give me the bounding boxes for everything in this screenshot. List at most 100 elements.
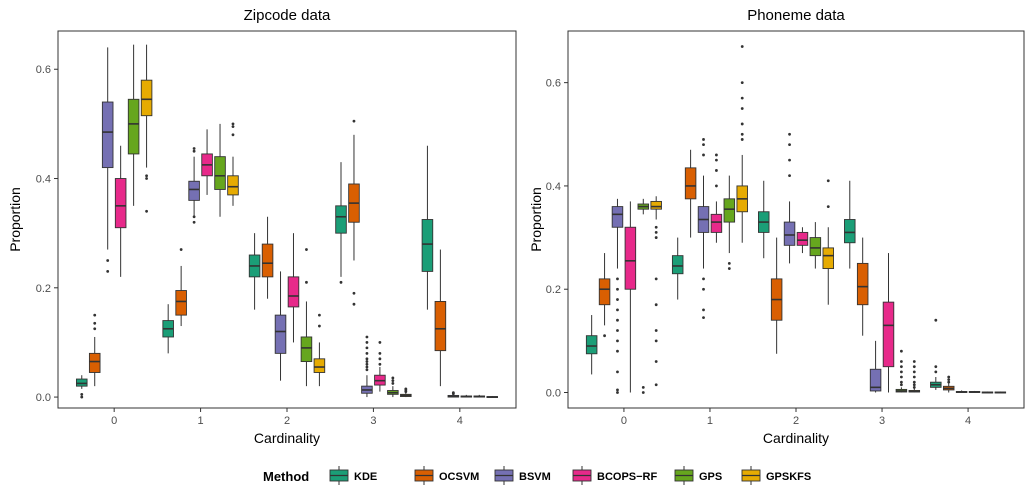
box-body [175, 290, 187, 316]
y-tick-label: 0.6 [36, 64, 51, 76]
outlier-point [788, 143, 791, 147]
outlier-point [365, 368, 369, 372]
outlier-point [616, 277, 619, 281]
outlier-point [106, 270, 110, 273]
x-tick-label: 0 [111, 415, 117, 427]
outlier-point [192, 147, 196, 150]
outlier-point [616, 388, 619, 392]
box-bsvm-3 [361, 335, 373, 398]
outlier-point [145, 174, 148, 178]
outlier-point [93, 327, 97, 331]
box-body [114, 178, 127, 229]
outlier-point [715, 158, 718, 162]
box-gps-0 [637, 198, 650, 394]
outlier-point [365, 365, 369, 369]
y-axis-label: Proportion [7, 187, 23, 252]
box-body [671, 255, 684, 275]
box-kde-1 [671, 237, 684, 300]
panel-border [57, 30, 517, 409]
box-bcops-rf-2 [287, 233, 300, 343]
outlier-point [715, 153, 718, 157]
x-tick-label: 0 [621, 415, 627, 427]
outlier-point [339, 280, 343, 284]
box-bsvm-4 [955, 390, 968, 393]
outlier-point [740, 132, 744, 136]
outlier-point [788, 158, 791, 162]
outlier-point [788, 174, 791, 178]
outlier-point [616, 318, 619, 322]
box-body [822, 247, 835, 270]
box-body [809, 237, 822, 257]
box-body [313, 358, 326, 373]
box-body [140, 79, 153, 117]
box-kde-0 [585, 315, 598, 375]
outlier-point [641, 391, 645, 394]
outlier-point [702, 153, 705, 157]
outlier-point [715, 184, 718, 188]
outlier-point [616, 329, 619, 332]
outlier-point [192, 220, 196, 224]
outlier-point [231, 125, 235, 129]
outlier-point [912, 370, 916, 374]
outlier-point [231, 122, 235, 126]
box-body [869, 368, 882, 392]
outlier-point [899, 380, 903, 384]
box-gps-3 [387, 376, 399, 398]
box-body [882, 301, 895, 368]
x-tick-label: 4 [457, 415, 463, 427]
outlier-point [934, 318, 938, 322]
outlier-point [899, 349, 903, 353]
outlier-point [826, 179, 830, 183]
outlier-point [899, 375, 903, 379]
outlier-point [947, 375, 951, 379]
box-body [75, 378, 88, 387]
box-body [844, 219, 856, 244]
outlier-point [654, 329, 658, 332]
outlier-point [365, 346, 369, 350]
outlier-point [702, 143, 705, 147]
outlier-point [616, 308, 619, 312]
outlier-point [654, 339, 658, 343]
chart-panel-phoneme: Phoneme data 0.0 0.2 0.4 0.6 0 1 2 3 4 Cardinality… [528, 7, 1025, 446]
outlier-point [365, 335, 369, 339]
y-tick-label: 0.0 [546, 388, 561, 400]
box-body [434, 301, 447, 352]
outlier-point [947, 378, 951, 381]
outlier-point [80, 392, 84, 396]
box-gps-2 [300, 248, 313, 387]
outlier-point [654, 360, 658, 363]
outlier-point [145, 177, 148, 180]
outlier-point [788, 132, 791, 136]
outlier-point [702, 316, 705, 320]
outlier-point [899, 383, 903, 387]
box-bcops-rf-1 [201, 129, 213, 195]
box-gpskfs-2 [313, 313, 326, 387]
x-tick-label: 3 [370, 415, 376, 427]
outlier-point [702, 277, 705, 281]
outlier-point [654, 231, 658, 234]
outlier-point [912, 365, 916, 369]
box-body [796, 231, 809, 246]
box-bsvm-4 [447, 391, 460, 398]
legend-item-bcops-rf: BCOPS−RF [572, 466, 657, 485]
x-tick-label: 1 [707, 415, 713, 427]
outlier-point [192, 149, 196, 153]
box-body [127, 98, 140, 155]
outlier-point [740, 96, 744, 100]
outlier-point [318, 324, 321, 328]
outlier-point [378, 351, 382, 355]
legend: Method KDE OCSVM BSVM BCOPS−RF GPS GPSKFS [263, 466, 811, 485]
outlier-point [947, 380, 951, 384]
x-tick-label: 3 [879, 415, 885, 427]
box-bsvm-3 [869, 340, 882, 393]
outlier-point [641, 385, 645, 389]
chart-title: Zipcode data [244, 7, 331, 24]
outlier-point [378, 341, 382, 344]
outlier-point [391, 379, 395, 383]
panel-border [567, 30, 1025, 409]
x-tick-label: 4 [965, 415, 971, 427]
y-tick-label: 0.4 [546, 181, 561, 193]
outlier-point [912, 385, 916, 389]
y-tick-label: 0.2 [36, 283, 51, 295]
box-body [723, 198, 736, 223]
